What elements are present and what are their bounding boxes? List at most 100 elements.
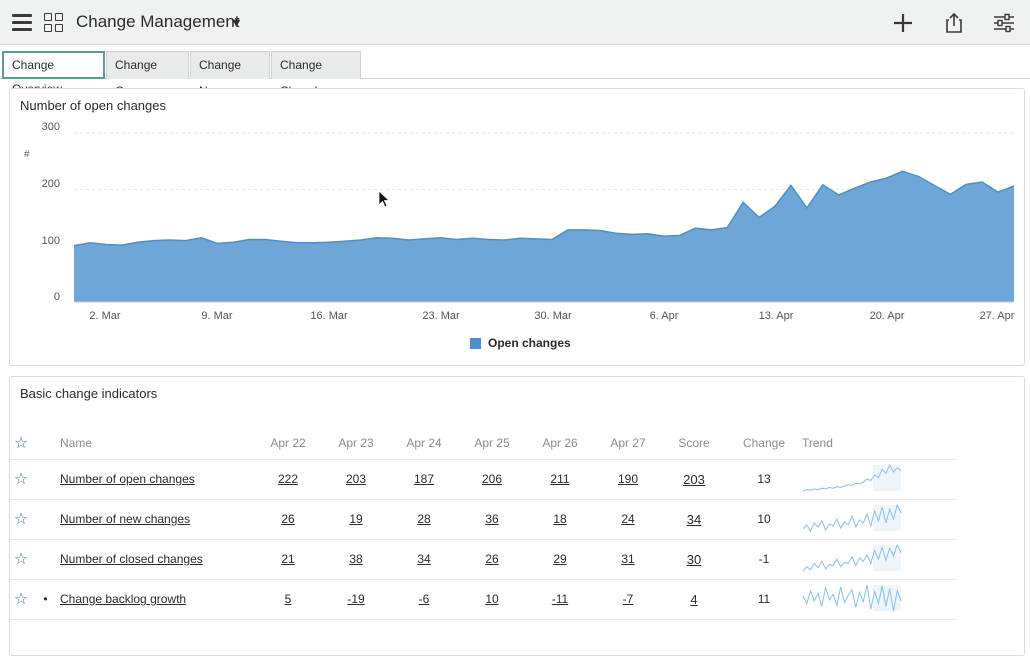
- indicator-value-link[interactable]: 29: [553, 552, 567, 566]
- column-header-day: Apr 26: [542, 435, 578, 450]
- indicator-value-link[interactable]: 211: [550, 472, 570, 486]
- column-header-day: Apr 23: [338, 435, 374, 450]
- favorite-star-icon[interactable]: ☆: [10, 498, 32, 539]
- basic-indicators-panel: Basic change indicators ☆ Name Apr 22 Ap…: [9, 376, 1025, 656]
- sparkline-path: [802, 503, 902, 532]
- indicator-value-link[interactable]: -7: [622, 592, 634, 606]
- indicators-title: Basic change indicators: [20, 386, 158, 401]
- change-value: 10: [726, 498, 802, 539]
- app-grid-icon[interactable]: [44, 13, 64, 33]
- column-header-day: Apr 25: [474, 435, 510, 450]
- tab-change-new[interactable]: Change New: [190, 51, 270, 98]
- add-icon[interactable]: [890, 10, 916, 36]
- tab-change-open[interactable]: Change Open: [106, 51, 189, 98]
- x-tick-label: 16. Mar: [310, 310, 348, 322]
- sparkline-path: [802, 584, 902, 611]
- bullet-spacer: [32, 538, 59, 579]
- chart-legend-item[interactable]: Open changes: [470, 336, 571, 350]
- open-changes-area-chart[interactable]: [10, 89, 1026, 329]
- indicator-name-link[interactable]: Change backlog growth: [60, 592, 187, 606]
- table-row: ☆ Number of open changes 222 203 187 206 211 19…: [10, 458, 957, 499]
- trend-sparkline: [802, 584, 902, 611]
- x-tick-label: 30. Mar: [534, 310, 572, 322]
- sheet-tab-bar: Change Overview Change Open Change New C…: [0, 45, 1030, 98]
- x-tick-label: 6. Apr: [649, 310, 679, 322]
- indicator-value-link[interactable]: -19: [347, 592, 365, 606]
- column-header-day: Apr 24: [406, 435, 442, 450]
- trend-sparkline: [802, 543, 902, 571]
- change-value: 11: [726, 578, 802, 620]
- score-link[interactable]: 30: [686, 551, 702, 567]
- mouse-cursor-icon: [378, 190, 390, 208]
- score-link[interactable]: 34: [686, 511, 702, 527]
- favorite-header-star-icon[interactable]: ☆: [13, 434, 29, 452]
- column-header-trend: Trend: [802, 435, 833, 450]
- indicator-value-link[interactable]: 36: [485, 512, 499, 526]
- indicator-value-link[interactable]: 31: [621, 552, 635, 566]
- indicator-value-link[interactable]: 10: [485, 592, 499, 606]
- indicator-value-link[interactable]: 26: [281, 512, 295, 526]
- indicator-value-link[interactable]: 21: [281, 552, 295, 566]
- indicator-value-link[interactable]: 18: [553, 512, 567, 526]
- table-row: ☆ • Change backlog growth 5 -19 -6 10 -11 -7 4 11: [10, 578, 957, 620]
- page-title: Change Management: [76, 12, 240, 31]
- trend-sparkline: [802, 463, 902, 491]
- app-header: Change Management ▼: [0, 0, 1030, 45]
- indicator-value-link[interactable]: 34: [417, 552, 431, 566]
- change-value: 13: [726, 458, 802, 499]
- y-axis-unit: #: [24, 149, 30, 160]
- tab-change-closed[interactable]: Change Closed: [271, 51, 361, 98]
- x-tick-label: 13. Apr: [758, 310, 794, 322]
- favorite-star-icon[interactable]: ☆: [10, 538, 32, 579]
- indicator-value-link[interactable]: 206: [481, 472, 503, 486]
- indicator-value-link[interactable]: 19: [349, 512, 363, 526]
- indicator-name-link[interactable]: Number of open changes: [60, 472, 195, 486]
- y-tick-label: 100: [41, 235, 60, 247]
- indicator-value-link[interactable]: 38: [349, 552, 363, 566]
- indicator-value-link[interactable]: 203: [345, 472, 367, 486]
- score-link[interactable]: 4: [690, 591, 698, 607]
- x-tick-label: 9. Mar: [201, 310, 233, 322]
- column-header-change: Change: [742, 435, 786, 450]
- score-link[interactable]: 203: [683, 471, 705, 487]
- x-tick-label: 20. Apr: [869, 310, 905, 322]
- sparkline-highlight: [873, 584, 901, 611]
- hamburger-menu-icon[interactable]: [12, 14, 32, 31]
- bullet-spacer: [32, 458, 59, 499]
- chart-title: Number of open changes: [20, 98, 166, 113]
- column-header-name: Name: [60, 435, 93, 450]
- area-series-line: [73, 170, 1015, 247]
- column-header-day: Apr 22: [270, 435, 306, 450]
- indicator-value-link[interactable]: 187: [413, 472, 435, 486]
- area-series-open-changes: [74, 171, 1014, 302]
- table-row: ☆ Number of closed changes 21 38 34 26 29 31 30 -…: [10, 538, 957, 579]
- indicator-value-link[interactable]: 222: [277, 472, 299, 486]
- settings-sliders-icon[interactable]: [991, 10, 1017, 36]
- favorite-star-icon[interactable]: ☆: [10, 578, 32, 620]
- open-changes-chart-panel[interactable]: Number of open changes # 300 200 100 0 2…: [9, 88, 1025, 366]
- column-header-day: Apr 27: [610, 435, 646, 450]
- indicator-value-link[interactable]: 5: [284, 592, 292, 606]
- indicator-name-link[interactable]: Number of new changes: [60, 512, 191, 526]
- indicator-value-link[interactable]: -6: [418, 592, 430, 606]
- title-dropdown-icon[interactable]: ▼: [230, 15, 243, 30]
- change-value: -1: [726, 538, 802, 579]
- table-row: ☆ Number of new changes 26 19 28 36 18 24 34 10: [10, 498, 957, 539]
- y-tick-label: 300: [41, 121, 60, 133]
- indicator-name-link[interactable]: Number of closed changes: [60, 552, 203, 566]
- sparkline-path: [802, 543, 902, 571]
- trend-sparkline: [802, 503, 902, 532]
- table-header-row: ☆ Name Apr 22 Apr 23 Apr 24 Apr 25 Apr 2…: [10, 427, 957, 459]
- x-tick-label: 23. Mar: [422, 310, 460, 322]
- favorite-star-icon[interactable]: ☆: [10, 458, 32, 499]
- share-icon[interactable]: [941, 10, 967, 36]
- tab-change-overview[interactable]: Change Overview: [2, 51, 105, 96]
- legend-label: Open changes: [488, 336, 571, 350]
- indicator-value-link[interactable]: 190: [617, 472, 639, 486]
- indicator-value-link[interactable]: -11: [551, 592, 569, 606]
- indicator-value-link[interactable]: 28: [417, 512, 431, 526]
- y-tick-label: 0: [53, 291, 60, 303]
- indicator-value-link[interactable]: 24: [621, 512, 635, 526]
- bullet-spacer: [32, 498, 59, 539]
- indicator-value-link[interactable]: 26: [485, 552, 499, 566]
